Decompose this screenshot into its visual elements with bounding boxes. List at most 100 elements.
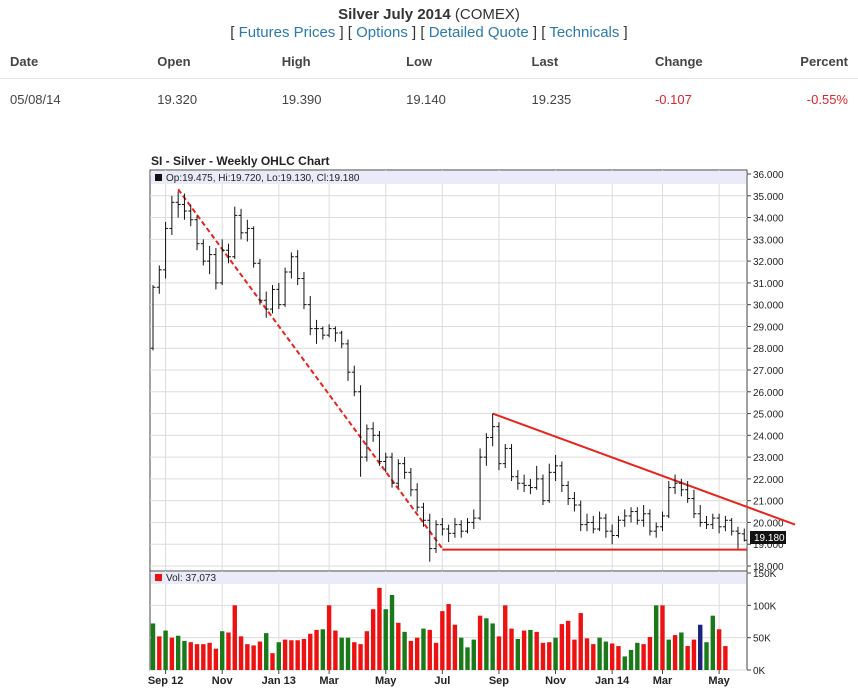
price-tick-label: 35.000	[753, 192, 784, 203]
volume-bar	[578, 613, 583, 670]
page-title: Silver July 2014 (COMEX)	[0, 6, 858, 23]
volume-bar	[528, 629, 533, 670]
volume-bar	[660, 605, 665, 670]
price-tick-label: 23.000	[753, 453, 784, 464]
volume-bar	[685, 646, 690, 670]
volume-bar	[704, 642, 709, 670]
price-tick-label: 24.000	[753, 431, 784, 442]
volume-bar	[427, 629, 432, 670]
volume-bar	[691, 639, 697, 670]
cell-percent: -0.55%	[806, 91, 848, 107]
volume-tick-label: 0K	[753, 666, 766, 677]
ohlc-chart: SI - Silver - Weekly OHLC Chart 36.000 35…	[148, 154, 796, 687]
volume-bar	[654, 605, 659, 670]
price-tick-label: 21.000	[753, 497, 784, 508]
detailed-quote-link[interactable]: Detailed Quote	[428, 24, 529, 41]
volume-bar	[358, 644, 363, 670]
volume-bar	[716, 629, 722, 670]
volume-bar	[219, 631, 225, 670]
volume-bar	[496, 636, 502, 670]
volume-bar	[622, 656, 627, 670]
nav-links: [ Futures Prices ] [ Options ] [ Detaile…	[230, 24, 628, 41]
volume-bar	[175, 635, 181, 670]
volume-bar	[591, 644, 596, 670]
technicals-link[interactable]: Technicals	[549, 24, 620, 41]
quote-header-row: Date Open High Low Last Change Percent	[0, 44, 858, 79]
cell-date: 05/08/14	[10, 91, 61, 107]
options-link[interactable]: Options	[356, 24, 408, 41]
volume-bar	[383, 609, 388, 670]
volume-bar	[515, 638, 521, 670]
volume-bar	[490, 623, 495, 670]
volume-tick-label: 150K	[753, 569, 777, 580]
col-open: Open	[147, 44, 272, 79]
cell-high: 19.390	[281, 91, 322, 107]
volume-tick-label: 50K	[753, 634, 771, 645]
volume-bar	[459, 637, 464, 670]
volume-bar	[157, 636, 162, 670]
volume-bar	[540, 642, 546, 670]
price-legend-swatch	[155, 174, 162, 181]
x-tick-label: Jul	[434, 675, 450, 687]
volume-bar	[408, 640, 414, 670]
volume-bar	[452, 624, 458, 670]
price-tick-label: 32.000	[753, 257, 784, 268]
volume-bar	[282, 639, 288, 670]
volume-bar	[232, 605, 237, 670]
volume-bar	[314, 629, 319, 670]
volume-bar	[377, 587, 382, 670]
volume-bar	[150, 623, 156, 670]
cell-low: 19.140	[406, 91, 446, 107]
contract-name: Silver July 2014	[338, 6, 451, 23]
col-change: Change	[644, 44, 791, 79]
volume-bar	[509, 628, 514, 670]
cell-open: 19.320	[157, 91, 198, 107]
volume-bar	[182, 640, 187, 670]
col-percent: Percent	[790, 44, 858, 79]
price-tick-label: 25.000	[753, 410, 784, 421]
volume-bar	[289, 640, 294, 670]
volume-bar	[320, 629, 326, 670]
price-tick-label: 28.000	[753, 344, 784, 355]
volume-bar	[163, 630, 168, 670]
volume-bar	[565, 620, 571, 670]
volume-bar	[635, 642, 640, 670]
price-tick-label: 33.000	[753, 235, 784, 246]
volume-bar	[710, 615, 716, 670]
volume-bar	[679, 632, 684, 670]
cell-last: 19.235	[531, 91, 572, 107]
volume-bar	[597, 637, 602, 670]
price-tick-label: 27.000	[753, 366, 784, 377]
volume-bar	[440, 611, 445, 670]
volume-bar	[503, 605, 508, 670]
futures-prices-link[interactable]: Futures Prices	[238, 24, 336, 41]
volume-bar	[584, 638, 590, 670]
volume-bar	[207, 642, 212, 670]
volume-bar	[251, 645, 256, 670]
volume-bar	[547, 642, 552, 670]
volume-bar	[188, 642, 193, 670]
volume-bar	[295, 640, 300, 670]
price-legend-text: Op:19.475, Hi:19.720, Lo:19.130, Cl:19.1…	[166, 173, 360, 184]
x-tick-label: Mar	[653, 675, 673, 687]
price-tick-label: 20.000	[753, 518, 784, 529]
quote-row: 05/08/14 19.320 19.390 19.140 19.235 -0.…	[0, 79, 858, 120]
price-tick-label: 26.000	[753, 388, 784, 399]
volume-bar	[301, 638, 307, 670]
volume-bar	[333, 630, 338, 670]
x-tick-label: Jan 14	[595, 675, 630, 687]
volume-bar	[213, 648, 219, 670]
volume-bar	[370, 609, 376, 670]
volume-bar	[257, 641, 263, 670]
volume-legend-text: Vol: 37,073	[166, 573, 216, 584]
volume-bar	[534, 631, 539, 670]
volume-bar	[484, 618, 489, 670]
volume-legend-bg	[151, 572, 746, 584]
price-tick-label: 19.000	[753, 540, 784, 551]
x-tick-label: Mar	[319, 675, 339, 687]
volume-bar	[559, 624, 565, 670]
col-date: Date	[0, 44, 148, 79]
price-tick-label: 30.000	[753, 301, 784, 312]
price-tick-label: 34.000	[753, 214, 784, 225]
volume-bar	[647, 637, 653, 670]
